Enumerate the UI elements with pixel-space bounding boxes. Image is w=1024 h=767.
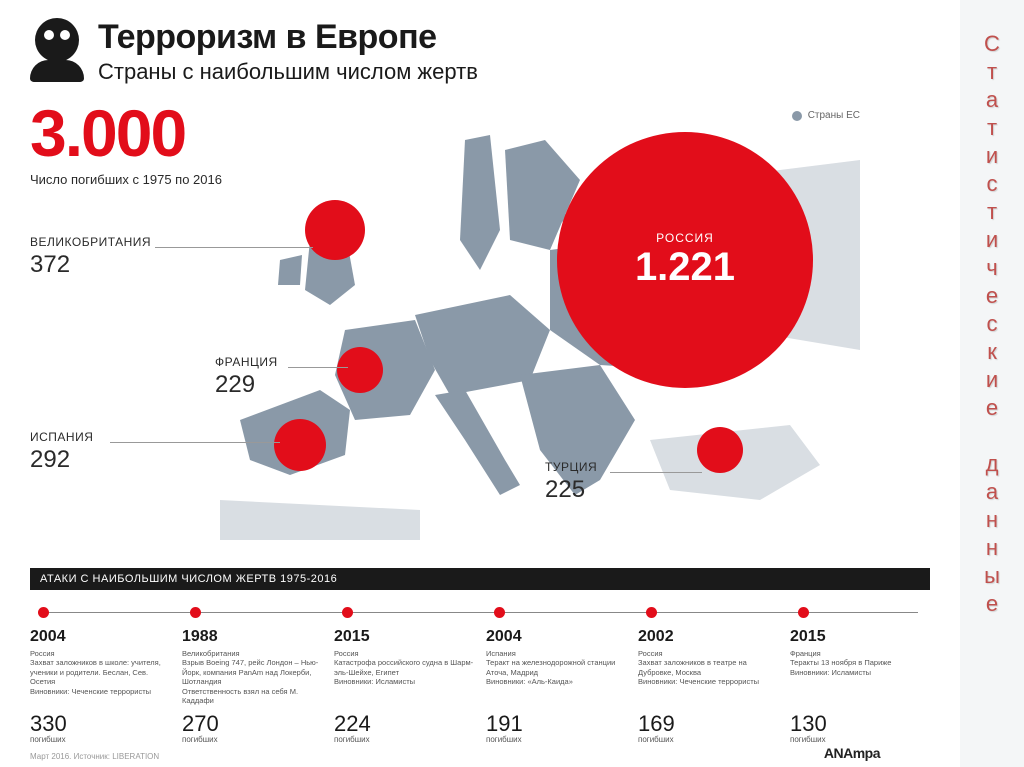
hero-number: 3.000 [30,100,185,166]
timeline-header: АТАКИ С НАИБОЛЬШИМ ЧИСЛОМ ЖЕРТВ 1975-201… [30,568,930,590]
timeline-count-label: погибших [790,735,930,744]
timeline-count: 191 [486,711,626,737]
timeline-desc: ИспанияТеракт на железнодорожной станции… [486,649,626,705]
leader-line [610,472,702,473]
timeline-desc: ФранцияТеракты 13 ноября в ПарижеВиновни… [790,649,930,705]
timeline-count: 270 [182,711,322,737]
country-name: ИСПАНИЯ [30,430,93,444]
sidebar-char: е [986,282,998,310]
bubble-value: 1.221 [635,245,735,290]
country-value: 225 [545,476,597,504]
bubble-spain [274,419,326,471]
timeline-count-label: погибших [182,735,322,744]
leader-line [155,247,313,248]
timeline-year: 2004 [30,628,170,646]
country-label-france: ФРАНЦИЯ 229 [215,355,278,399]
country-value: 229 [215,371,278,399]
country-label-spain: ИСПАНИЯ 292 [30,430,93,474]
timeline-dot-icon [798,607,809,618]
leader-line [288,367,348,368]
timeline-item: 2002 РоссияЗахват заложников в театре на … [638,600,778,744]
timeline-count: 330 [30,711,170,737]
timeline-count-label: погибших [486,735,626,744]
timeline-dot-icon [342,607,353,618]
sidebar-char: а [986,478,998,506]
timeline-item: 2015 РоссияКатастрофа российского судна в… [334,600,474,744]
timeline-dot-icon [646,607,657,618]
country-name: ФРАНЦИЯ [215,355,278,369]
timeline-desc: ВеликобританияВзрыв Boeing 747, рейс Лон… [182,649,322,705]
country-name: ВЕЛИКОБРИТАНИЯ [30,235,151,249]
sidebar-char: д [986,450,999,478]
country-name: ТУРЦИЯ [545,460,597,474]
sidebar-char: а [986,86,998,114]
sidebar-char: т [987,198,997,226]
timeline-items: 2004 РоссияЗахват заложников в школе: учи… [30,600,930,744]
timeline-dot-icon [190,607,201,618]
timeline-count: 224 [334,711,474,737]
subtitle: Страны с наибольшим числом жертв [98,59,478,85]
sidebar-char: с [987,310,998,338]
timeline-item: 2004 РоссияЗахват заложников в школе: учи… [30,600,170,744]
country-label-uk: ВЕЛИКОБРИТАНИЯ 372 [30,235,151,279]
brand-logo: ANAmpa [824,745,880,761]
timeline-count-label: погибших [638,735,778,744]
source-text: Март 2016. Источник: LIBERATION [30,752,159,761]
header: Терроризм в Европе Страны с наибольшим ч… [30,18,478,85]
sidebar-char: к [987,338,997,366]
sidebar-char: н [986,534,998,562]
title: Терроризм в Европе [98,18,478,57]
legend-dot-icon [792,111,802,121]
timeline-desc: РоссияЗахват заложников в театре на Дубр… [638,649,778,705]
sidebar-char: с [987,170,998,198]
timeline-count: 130 [790,711,930,737]
sidebar-char: и [986,366,998,394]
timeline-count-label: погибших [30,735,170,744]
timeline-item: 1988 ВеликобританияВзрыв Boeing 747, рейс… [182,600,322,744]
sidebar-char: ы [984,562,1000,590]
sidebar-char: н [986,506,998,534]
sidebar-char: С [984,30,1000,58]
bubble-country-label: РОССИЯ [656,231,714,245]
leader-line [110,442,280,443]
timeline-year: 2015 [790,628,930,646]
sidebar-char: т [987,58,997,86]
timeline-desc: РоссияЗахват заложников в школе: учителя… [30,649,170,705]
sidebar-char: т [987,114,997,142]
timeline-year: 2004 [486,628,626,646]
timeline-desc: РоссияКатастрофа российского судна в Шар… [334,649,474,705]
sidebar-char: е [986,394,998,422]
sidebar-char: е [986,590,998,618]
sidebar-char: и [986,142,998,170]
timeline-year: 2015 [334,628,474,646]
terrorist-icon [30,18,84,82]
sidebar: Статистическиеданные [960,0,1024,767]
country-value: 372 [30,251,151,279]
sidebar-char: и [986,226,998,254]
bubble-turkey [697,427,743,473]
sidebar-char: ч [986,254,997,282]
timeline-year: 1988 [182,628,322,646]
timeline-item: 2015 ФранцияТеракты 13 ноября в ПарижеВин… [790,600,930,744]
country-value: 292 [30,446,93,474]
timeline-dot-icon [494,607,505,618]
timeline-dot-icon [38,607,49,618]
bubble-russia: РОССИЯ1.221 [557,132,813,388]
timeline-count: 169 [638,711,778,737]
timeline-year: 2002 [638,628,778,646]
bubble-france [337,347,383,393]
timeline-item: 2004 ИспанияТеракт на железнодорожной ста… [486,600,626,744]
bubble-uk [305,200,365,260]
country-label-turkey: ТУРЦИЯ 225 [545,460,597,504]
timeline-count-label: погибших [334,735,474,744]
